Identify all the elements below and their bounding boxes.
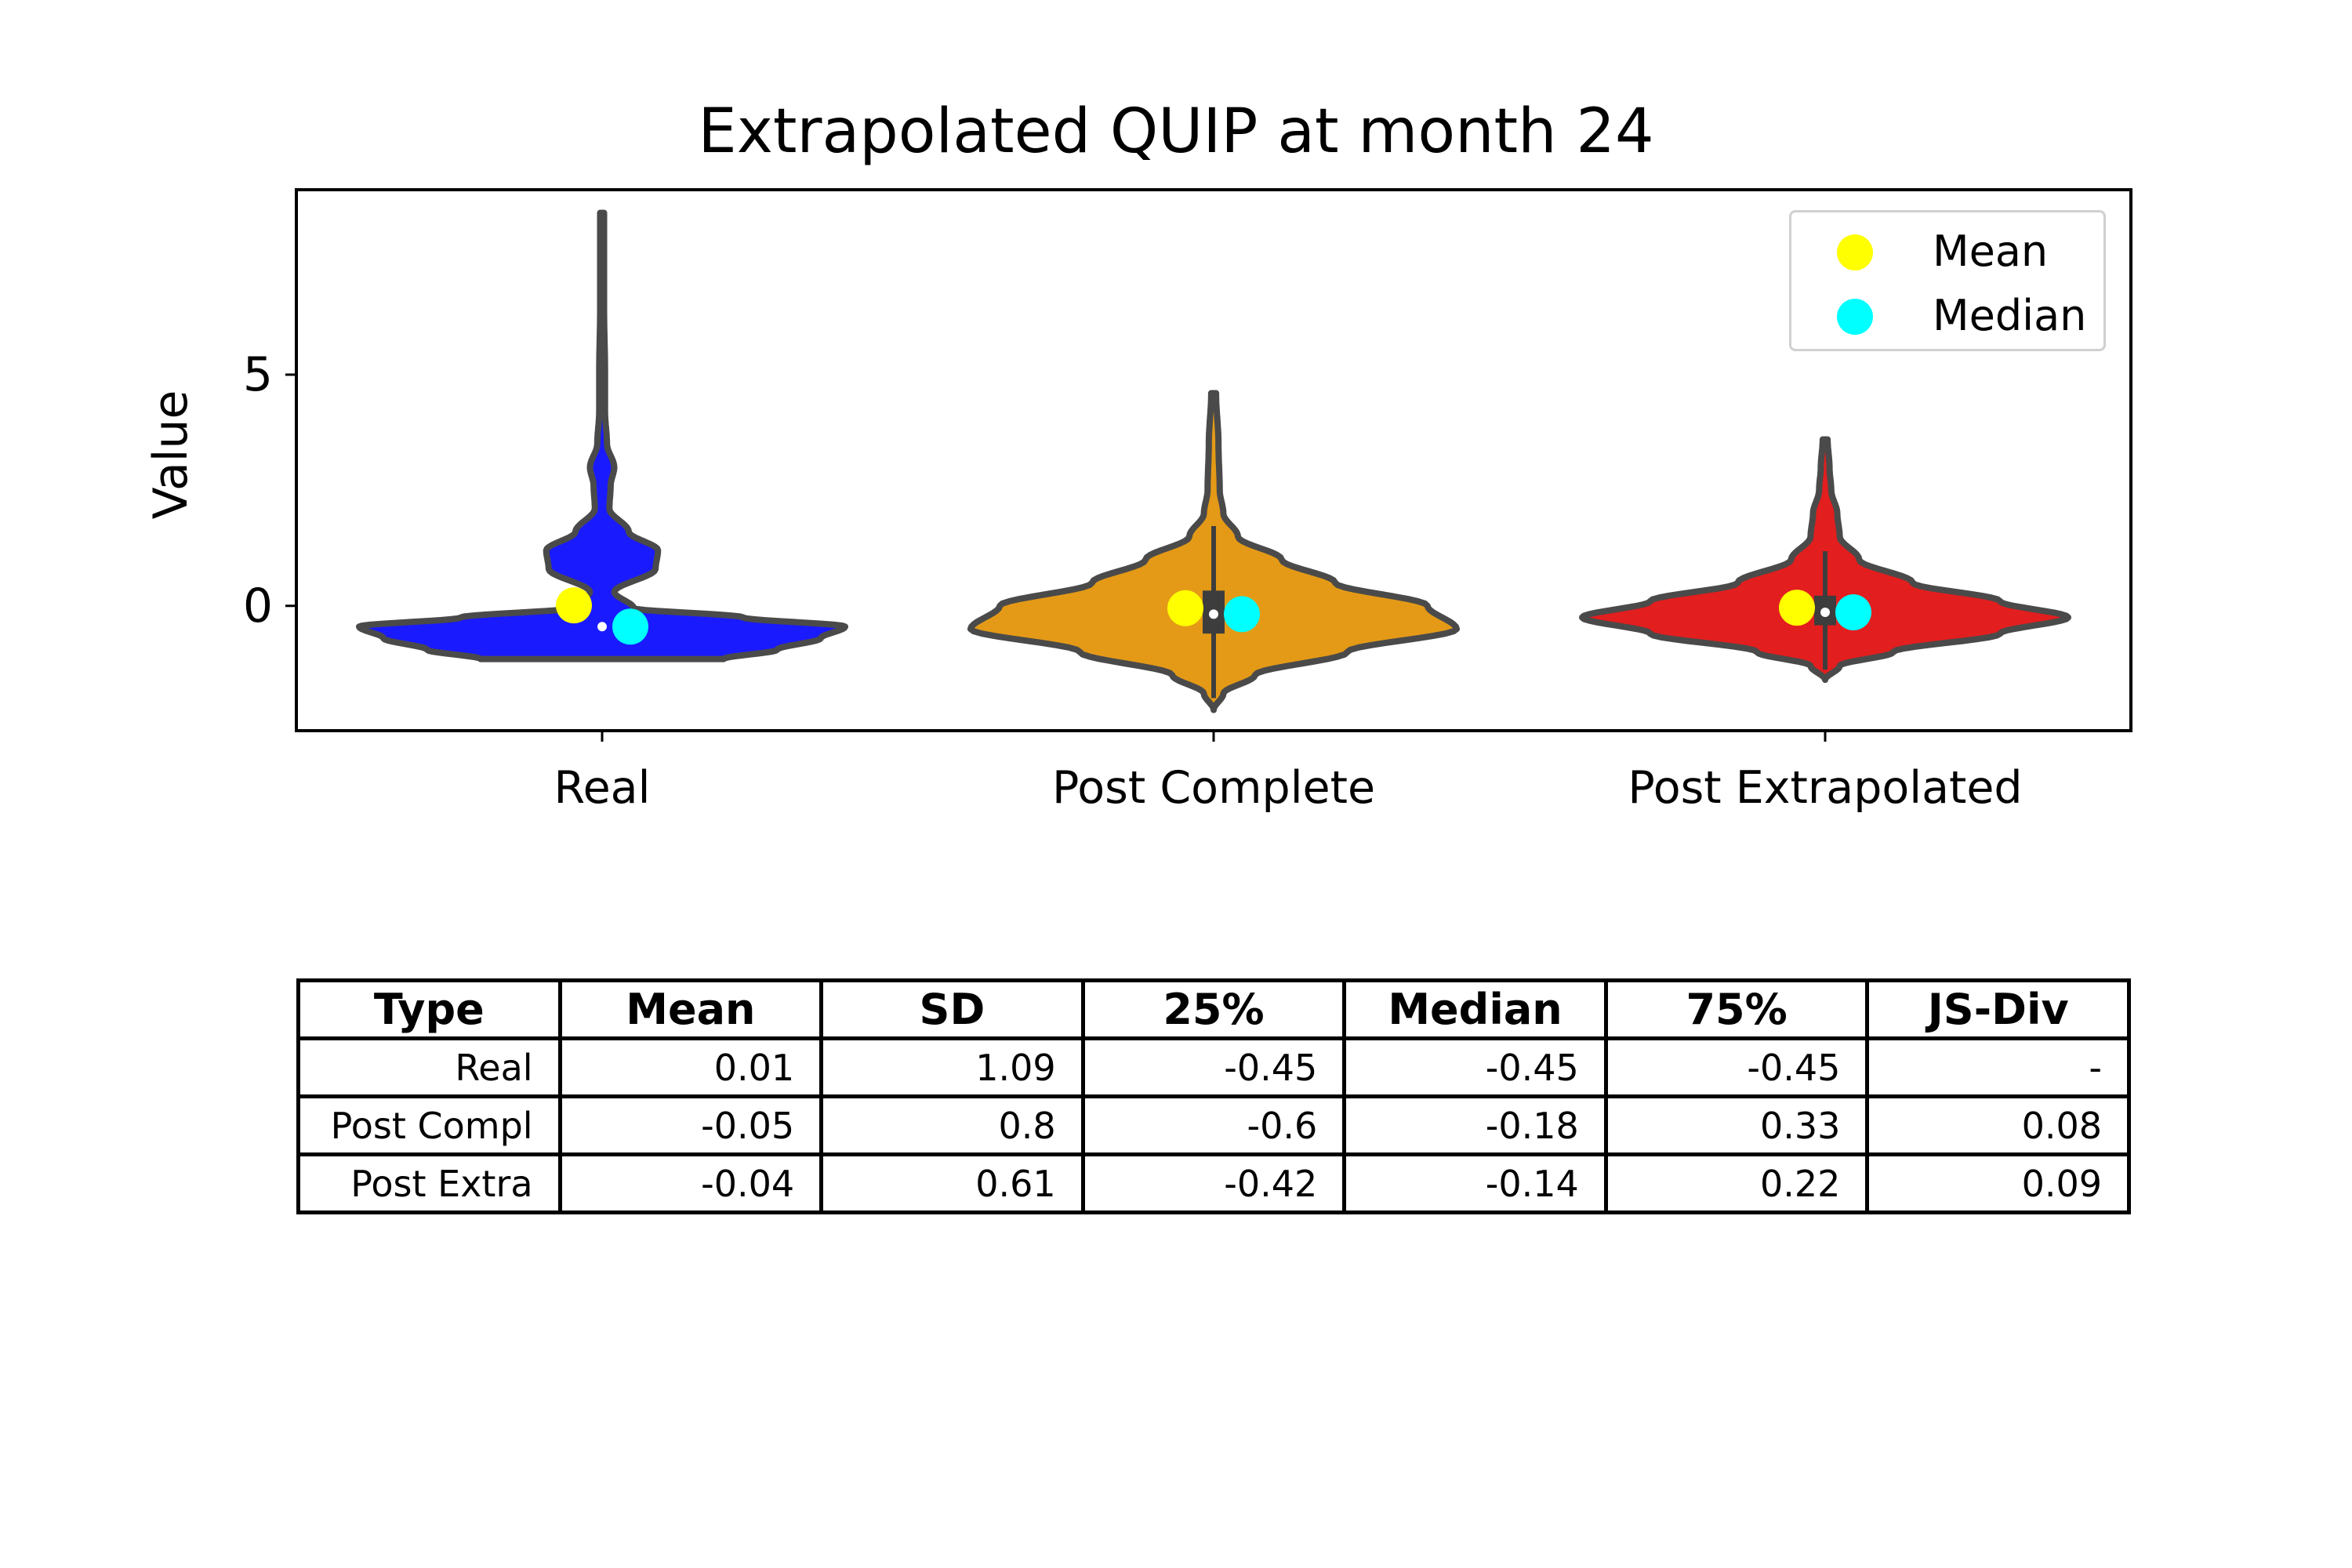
table-cell: -0.45 xyxy=(1342,1036,1608,1098)
table-cell: 0.01 xyxy=(557,1036,824,1098)
table-header-row: Type Mean SD 25% Median 75% JS-Div xyxy=(296,978,2131,1040)
median-marker xyxy=(612,608,648,645)
table-cell: -0.42 xyxy=(1080,1152,1347,1214)
chart-title: Extrapolated QUIP at month 24 xyxy=(698,96,1654,167)
table-header-cell: JS-Div xyxy=(1865,978,2131,1040)
table-cell: Post Extra xyxy=(296,1152,562,1214)
table-cell: -0.45 xyxy=(1080,1036,1347,1098)
table-header-cell: SD xyxy=(819,978,1085,1040)
table-header-cell: Median xyxy=(1342,978,1608,1040)
table-cell: 0.8 xyxy=(819,1094,1085,1156)
table-cell: 0.09 xyxy=(1865,1152,2131,1214)
median-white-dot xyxy=(1820,608,1830,618)
median-marker xyxy=(1835,594,1871,631)
table-row: Real 0.01 1.09 -0.45 -0.45 -0.45 - xyxy=(296,1036,2131,1098)
x-tick-label: Real xyxy=(554,762,651,814)
y-tick-label: 5 xyxy=(242,347,273,402)
table-cell: -0.04 xyxy=(557,1152,824,1214)
table-cell: Post Compl xyxy=(296,1094,562,1156)
median-white-dot xyxy=(597,622,607,632)
table-cell: 1.09 xyxy=(819,1036,1085,1098)
legend: Mean Median xyxy=(1789,210,2106,351)
legend-median-marker xyxy=(1837,299,1873,335)
table-cell: 0.22 xyxy=(1603,1152,1870,1214)
median-marker xyxy=(1224,596,1260,633)
table-cell: -0.18 xyxy=(1342,1094,1608,1156)
table-cell: -0.05 xyxy=(557,1094,824,1156)
stats-table: Type Mean SD 25% Median 75% JS-Div Real … xyxy=(296,978,2131,1214)
legend-median-label: Median xyxy=(1933,291,2087,340)
x-tick-label: Post Complete xyxy=(1051,762,1376,814)
table-header-cell: 75% xyxy=(1603,978,1870,1040)
median-white-dot xyxy=(1209,609,1218,619)
x-tick-label: Post Extrapolated xyxy=(1628,762,2023,814)
table-header-cell: 25% xyxy=(1080,978,1347,1040)
table-header-cell: Mean xyxy=(557,978,824,1040)
table-row: Post Compl -0.05 0.8 -0.6 -0.18 0.33 0.0… xyxy=(296,1094,2131,1156)
y-axis-label: Value xyxy=(143,390,198,520)
table-cell: -0.6 xyxy=(1080,1094,1347,1156)
table-row: Post Extra -0.04 0.61 -0.42 -0.14 0.22 0… xyxy=(296,1152,2131,1214)
violin-real xyxy=(356,209,848,662)
mean-marker xyxy=(1779,590,1815,626)
legend-entry-median: Median xyxy=(1791,285,2103,347)
table-header-cell: Type xyxy=(296,978,562,1040)
mean-marker xyxy=(556,587,592,624)
table-cell: -0.45 xyxy=(1603,1036,1870,1098)
table-cell: -0.14 xyxy=(1342,1152,1608,1214)
y-tick-label: 0 xyxy=(242,578,273,633)
legend-mean-label: Mean xyxy=(1933,227,2049,276)
mean-marker xyxy=(1167,590,1203,626)
table-cell: Real xyxy=(296,1036,562,1098)
legend-mean-marker xyxy=(1837,234,1873,270)
table-cell: - xyxy=(1865,1036,2131,1098)
table-cell: 0.08 xyxy=(1865,1094,2131,1156)
table-cell: 0.33 xyxy=(1603,1094,1870,1156)
table-cell: 0.61 xyxy=(819,1152,1085,1214)
legend-entry-mean: Mean xyxy=(1791,220,2103,283)
